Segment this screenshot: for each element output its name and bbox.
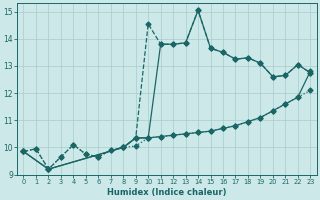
X-axis label: Humidex (Indice chaleur): Humidex (Indice chaleur)	[107, 188, 227, 197]
